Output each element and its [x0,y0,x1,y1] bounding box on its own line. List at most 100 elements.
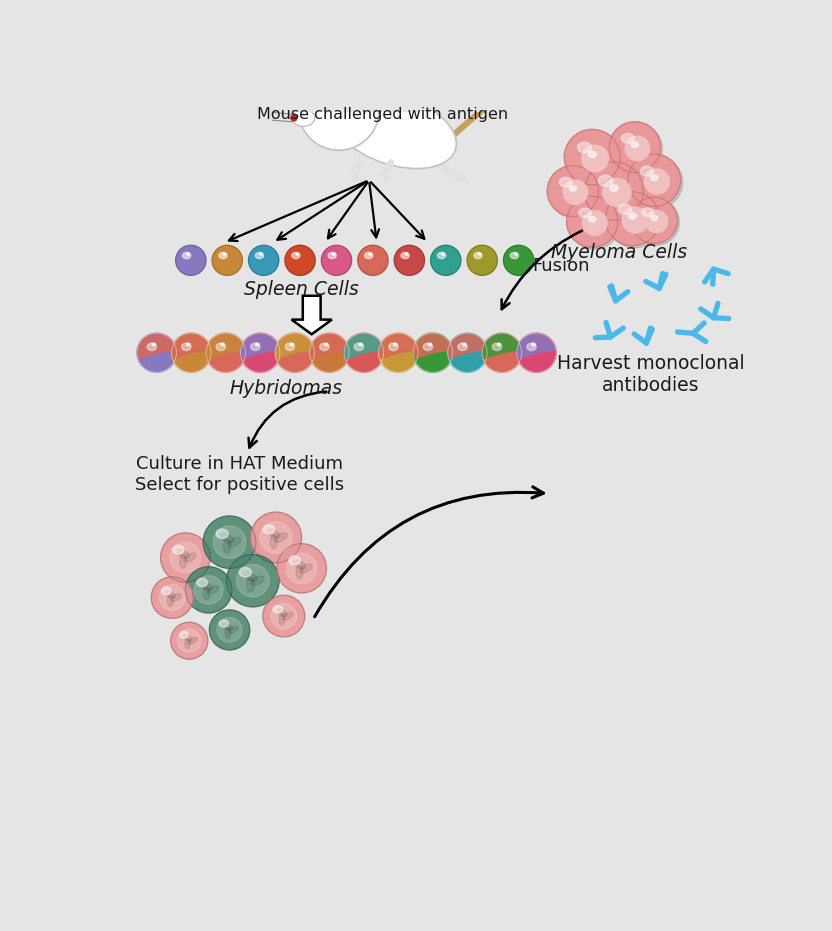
Polygon shape [137,333,176,358]
Ellipse shape [300,564,312,573]
Circle shape [171,333,211,372]
Ellipse shape [216,344,225,351]
Ellipse shape [223,623,233,630]
Ellipse shape [161,587,171,595]
Ellipse shape [589,217,596,223]
Circle shape [569,198,620,250]
Circle shape [394,245,424,276]
Ellipse shape [219,252,227,259]
Circle shape [178,629,201,653]
Ellipse shape [184,553,196,562]
Ellipse shape [478,253,481,255]
Circle shape [290,115,297,121]
Circle shape [644,169,670,195]
Ellipse shape [642,208,654,217]
Ellipse shape [171,594,181,601]
Circle shape [612,124,662,175]
Ellipse shape [165,590,176,598]
Ellipse shape [328,252,336,259]
Ellipse shape [296,565,303,579]
Text: Harvest monoclonal
antibodies: Harvest monoclonal antibodies [557,354,744,395]
Ellipse shape [220,533,234,543]
Ellipse shape [394,344,397,345]
Circle shape [448,333,488,372]
Ellipse shape [270,534,277,548]
Polygon shape [483,333,522,358]
Polygon shape [275,333,314,358]
Ellipse shape [292,252,300,259]
Circle shape [585,162,643,221]
Ellipse shape [631,142,638,147]
Ellipse shape [610,185,618,192]
Polygon shape [240,333,280,358]
Circle shape [260,521,292,553]
Circle shape [277,544,326,593]
Circle shape [628,154,681,207]
Circle shape [285,245,315,276]
Text: Myeloma Cells: Myeloma Cells [552,243,687,263]
Ellipse shape [224,539,230,553]
Text: Fusion: Fusion [532,258,590,276]
Ellipse shape [291,110,314,127]
Ellipse shape [324,344,328,345]
Ellipse shape [285,344,295,351]
Circle shape [606,192,660,246]
Circle shape [549,168,601,219]
Circle shape [567,131,622,187]
Ellipse shape [641,166,653,176]
Ellipse shape [247,577,254,592]
Ellipse shape [282,613,293,620]
Ellipse shape [651,215,657,221]
Circle shape [217,617,242,642]
Circle shape [271,603,297,629]
Ellipse shape [618,204,631,214]
Ellipse shape [598,175,613,186]
Ellipse shape [364,252,373,259]
Circle shape [582,145,608,172]
Ellipse shape [354,344,364,351]
Circle shape [206,333,245,372]
Ellipse shape [152,344,156,345]
Text: Spleen Cells: Spleen Cells [245,280,359,299]
Ellipse shape [651,175,658,181]
Text: Hybridomas: Hybridomas [230,379,343,398]
Ellipse shape [228,627,238,634]
Circle shape [582,211,607,236]
Ellipse shape [346,65,366,88]
Ellipse shape [458,344,468,351]
Ellipse shape [442,253,444,255]
Circle shape [310,333,349,372]
Circle shape [630,156,683,209]
Circle shape [503,245,534,276]
Ellipse shape [250,344,260,351]
Circle shape [213,526,246,559]
Ellipse shape [220,620,229,627]
Ellipse shape [275,533,287,542]
Ellipse shape [216,529,228,538]
Ellipse shape [493,344,502,351]
Circle shape [414,333,453,372]
Circle shape [321,245,352,276]
Ellipse shape [463,344,466,345]
Polygon shape [206,333,245,358]
Circle shape [240,333,280,372]
Circle shape [609,122,661,172]
Ellipse shape [251,576,264,586]
Circle shape [186,567,232,613]
Ellipse shape [186,344,190,345]
Ellipse shape [279,614,285,625]
Ellipse shape [438,252,446,259]
Circle shape [171,622,208,659]
Ellipse shape [293,560,305,569]
Circle shape [358,245,388,276]
Ellipse shape [527,344,537,351]
Ellipse shape [588,152,597,157]
Circle shape [170,542,201,573]
Ellipse shape [423,344,433,351]
Circle shape [587,164,646,223]
Polygon shape [291,296,332,334]
Circle shape [547,166,598,216]
Ellipse shape [273,606,283,614]
Circle shape [275,333,314,372]
Circle shape [483,333,522,372]
